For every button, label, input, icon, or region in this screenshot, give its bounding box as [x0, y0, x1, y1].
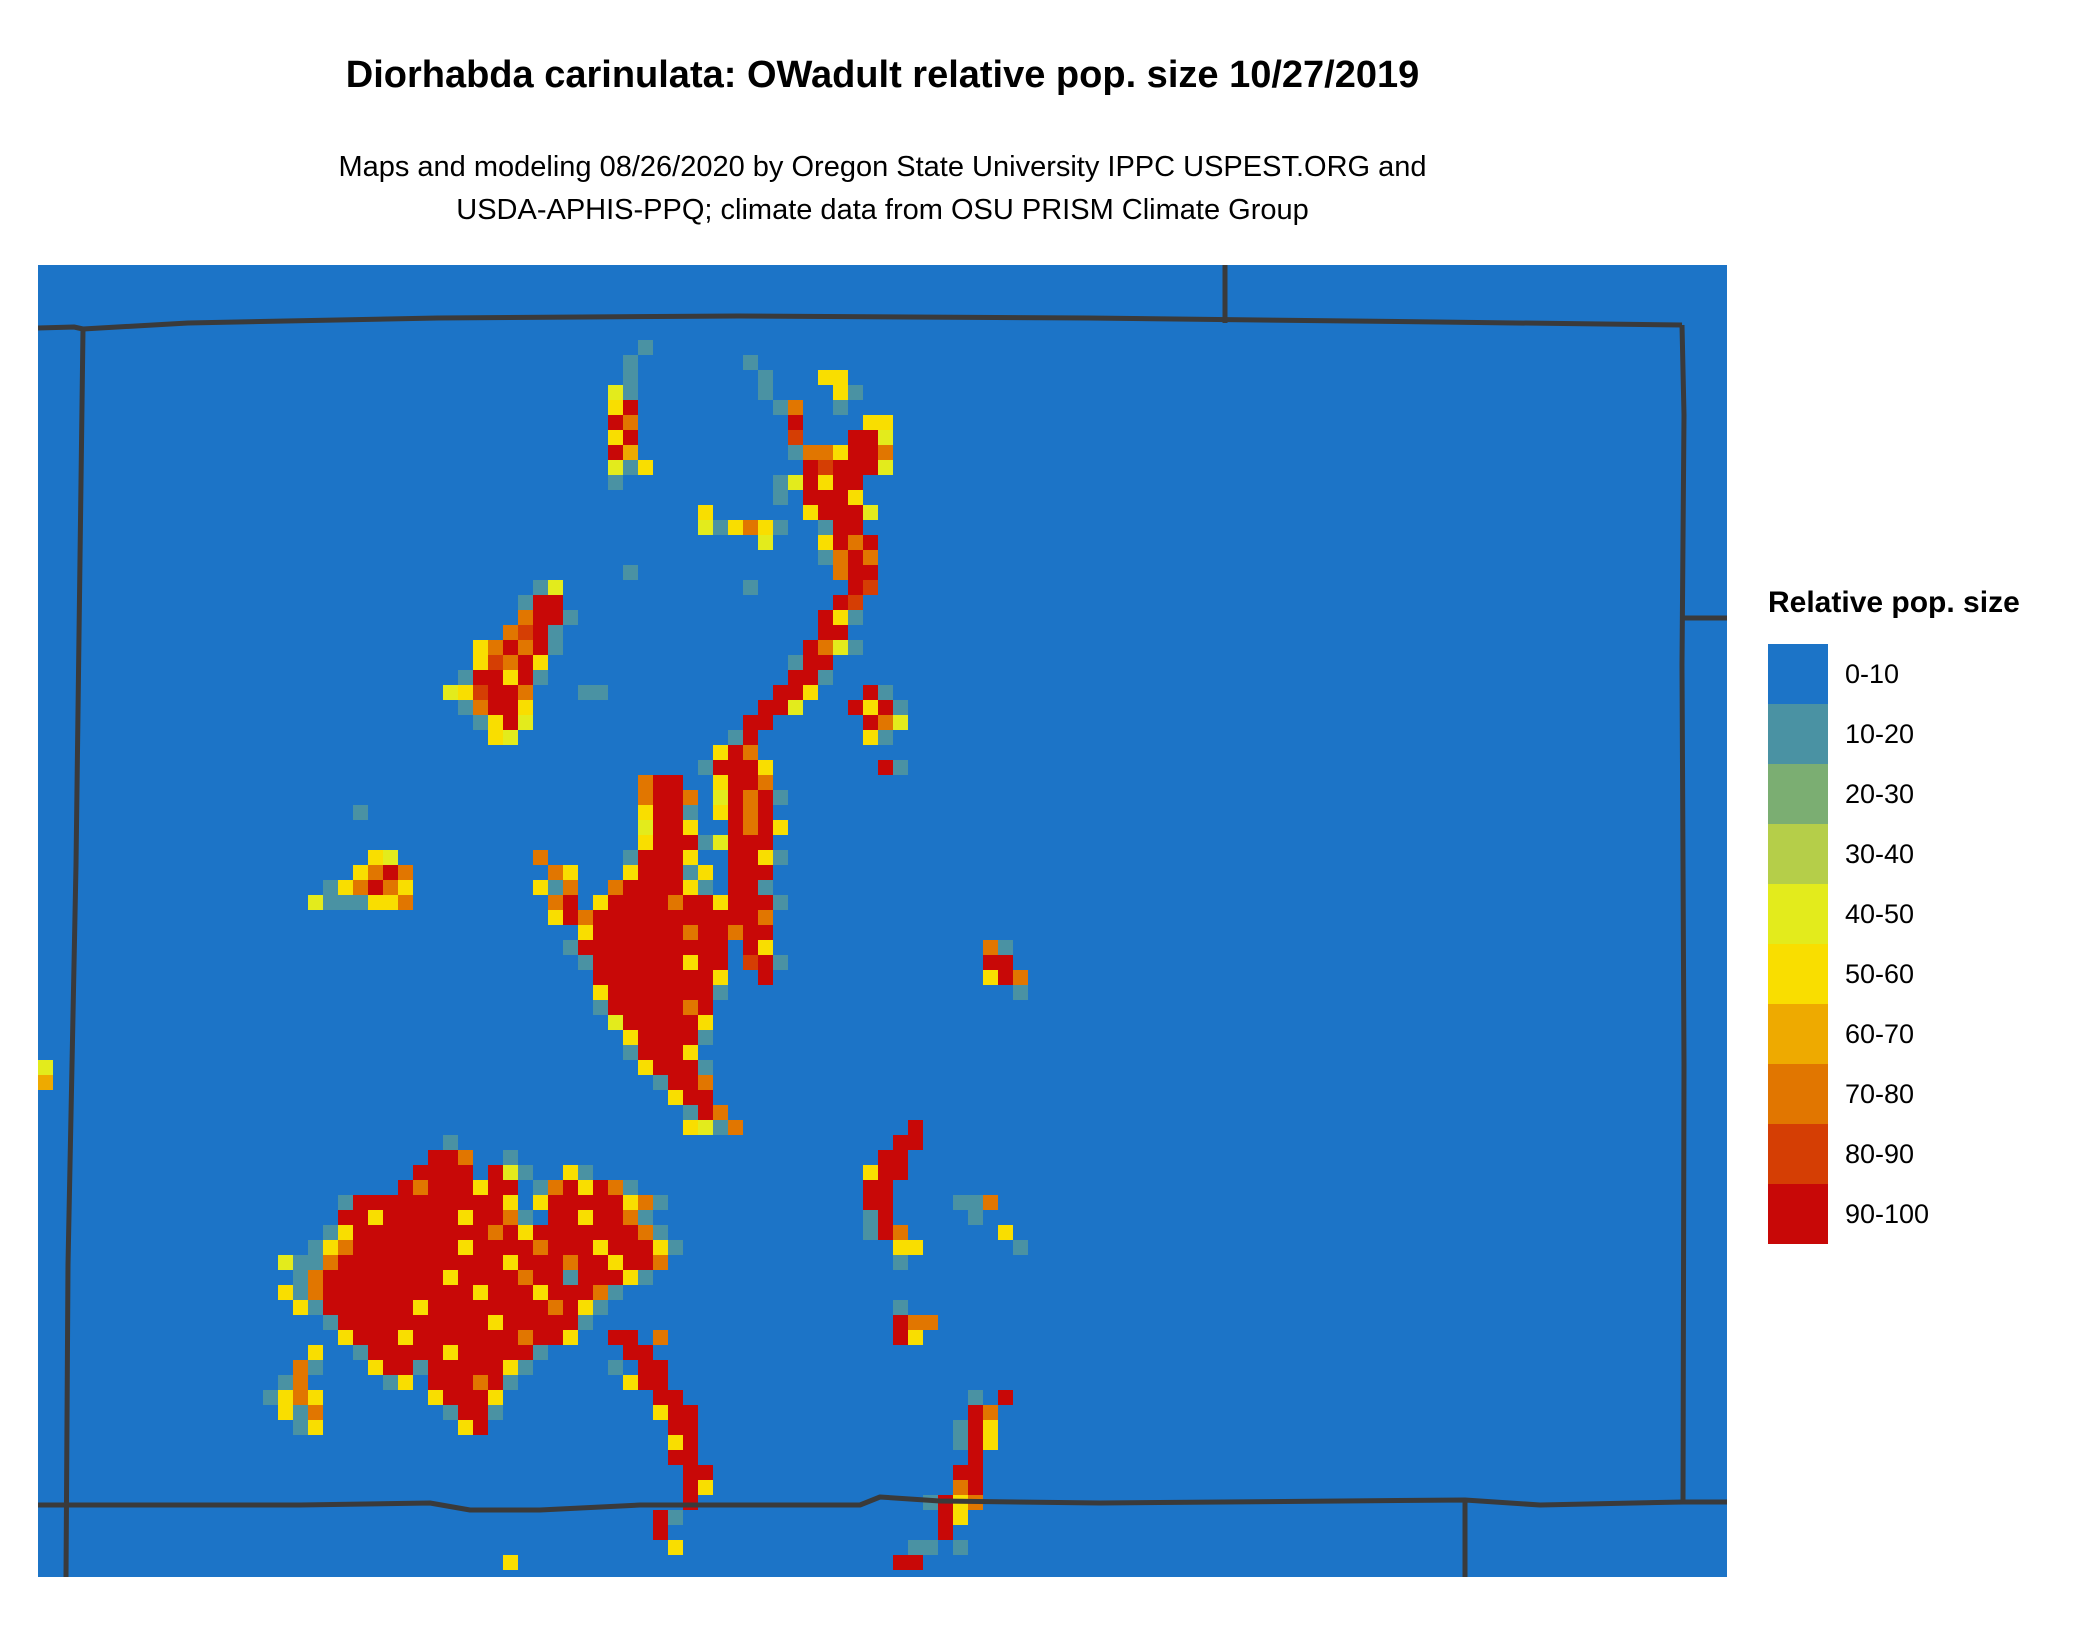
legend-label: 40-50 — [1845, 898, 1915, 929]
legend-swatch — [1768, 1004, 1828, 1064]
population-map — [38, 265, 1727, 1577]
subtitle-line-1: Maps and modeling 08/26/2020 by Oregon S… — [338, 151, 1427, 183]
state-border-west — [63, 328, 86, 1577]
legend-label: 10-20 — [1845, 718, 1915, 749]
legend: Relative pop. size 0-10 10-20 20-30 30-40 40… — [1768, 586, 2088, 1244]
legend-row: 20-30 — [1768, 764, 2088, 824]
raster-cells — [38, 340, 1028, 1570]
legend-swatch — [1768, 944, 1828, 1004]
legend-row: 30-40 — [1768, 824, 2088, 884]
legend-swatch — [1768, 704, 1828, 764]
legend-row: 40-50 — [1768, 884, 2088, 944]
legend-label: 50-60 — [1845, 958, 1915, 989]
legend-label: 20-30 — [1845, 778, 1915, 809]
legend-row: 90-100 — [1768, 1184, 2088, 1244]
state-border-east — [1679, 324, 1687, 1503]
legend-swatch — [1768, 884, 1828, 944]
legend-label: 30-40 — [1845, 838, 1915, 869]
legend-row: 0-10 — [1768, 644, 2088, 704]
map-canvas — [38, 265, 1727, 1577]
legend-swatch — [1768, 1124, 1828, 1184]
page-subtitle: Maps and modeling 08/26/2020 by Oregon S… — [38, 146, 1727, 232]
legend-rows: 0-10 10-20 20-30 30-40 40-50 50-60 60-70 70-80 8… — [1768, 644, 2088, 1244]
legend-label: 90-100 — [1845, 1198, 1930, 1229]
legend-label: 0-10 — [1845, 658, 1900, 689]
legend-swatch — [1768, 824, 1828, 884]
legend-row: 60-70 — [1768, 1004, 2088, 1064]
legend-label: 80-90 — [1845, 1138, 1915, 1169]
legend-row: 50-60 — [1768, 944, 2088, 1004]
legend-label: 60-70 — [1845, 1018, 1915, 1049]
legend-title: Relative pop. size — [1768, 586, 2020, 619]
legend-row: 10-20 — [1768, 704, 2088, 764]
state-borders — [38, 265, 1727, 1577]
legend-label: 70-80 — [1845, 1078, 1915, 1109]
legend-swatch — [1768, 644, 1828, 704]
state-border-south — [38, 1494, 1727, 1513]
legend-swatch — [1768, 764, 1828, 824]
legend-row: 70-80 — [1768, 1064, 2088, 1124]
legend-row: 80-90 — [1768, 1124, 2088, 1184]
legend-swatch — [1768, 1064, 1828, 1124]
state-border-north — [38, 313, 1683, 332]
legend-swatch — [1768, 1184, 1828, 1244]
subtitle-line-2: USDA-APHIS-PPQ; climate data from OSU PR… — [456, 194, 1309, 226]
page-title: Diorhabda carinulata: OWadult relative p… — [345, 54, 1420, 96]
